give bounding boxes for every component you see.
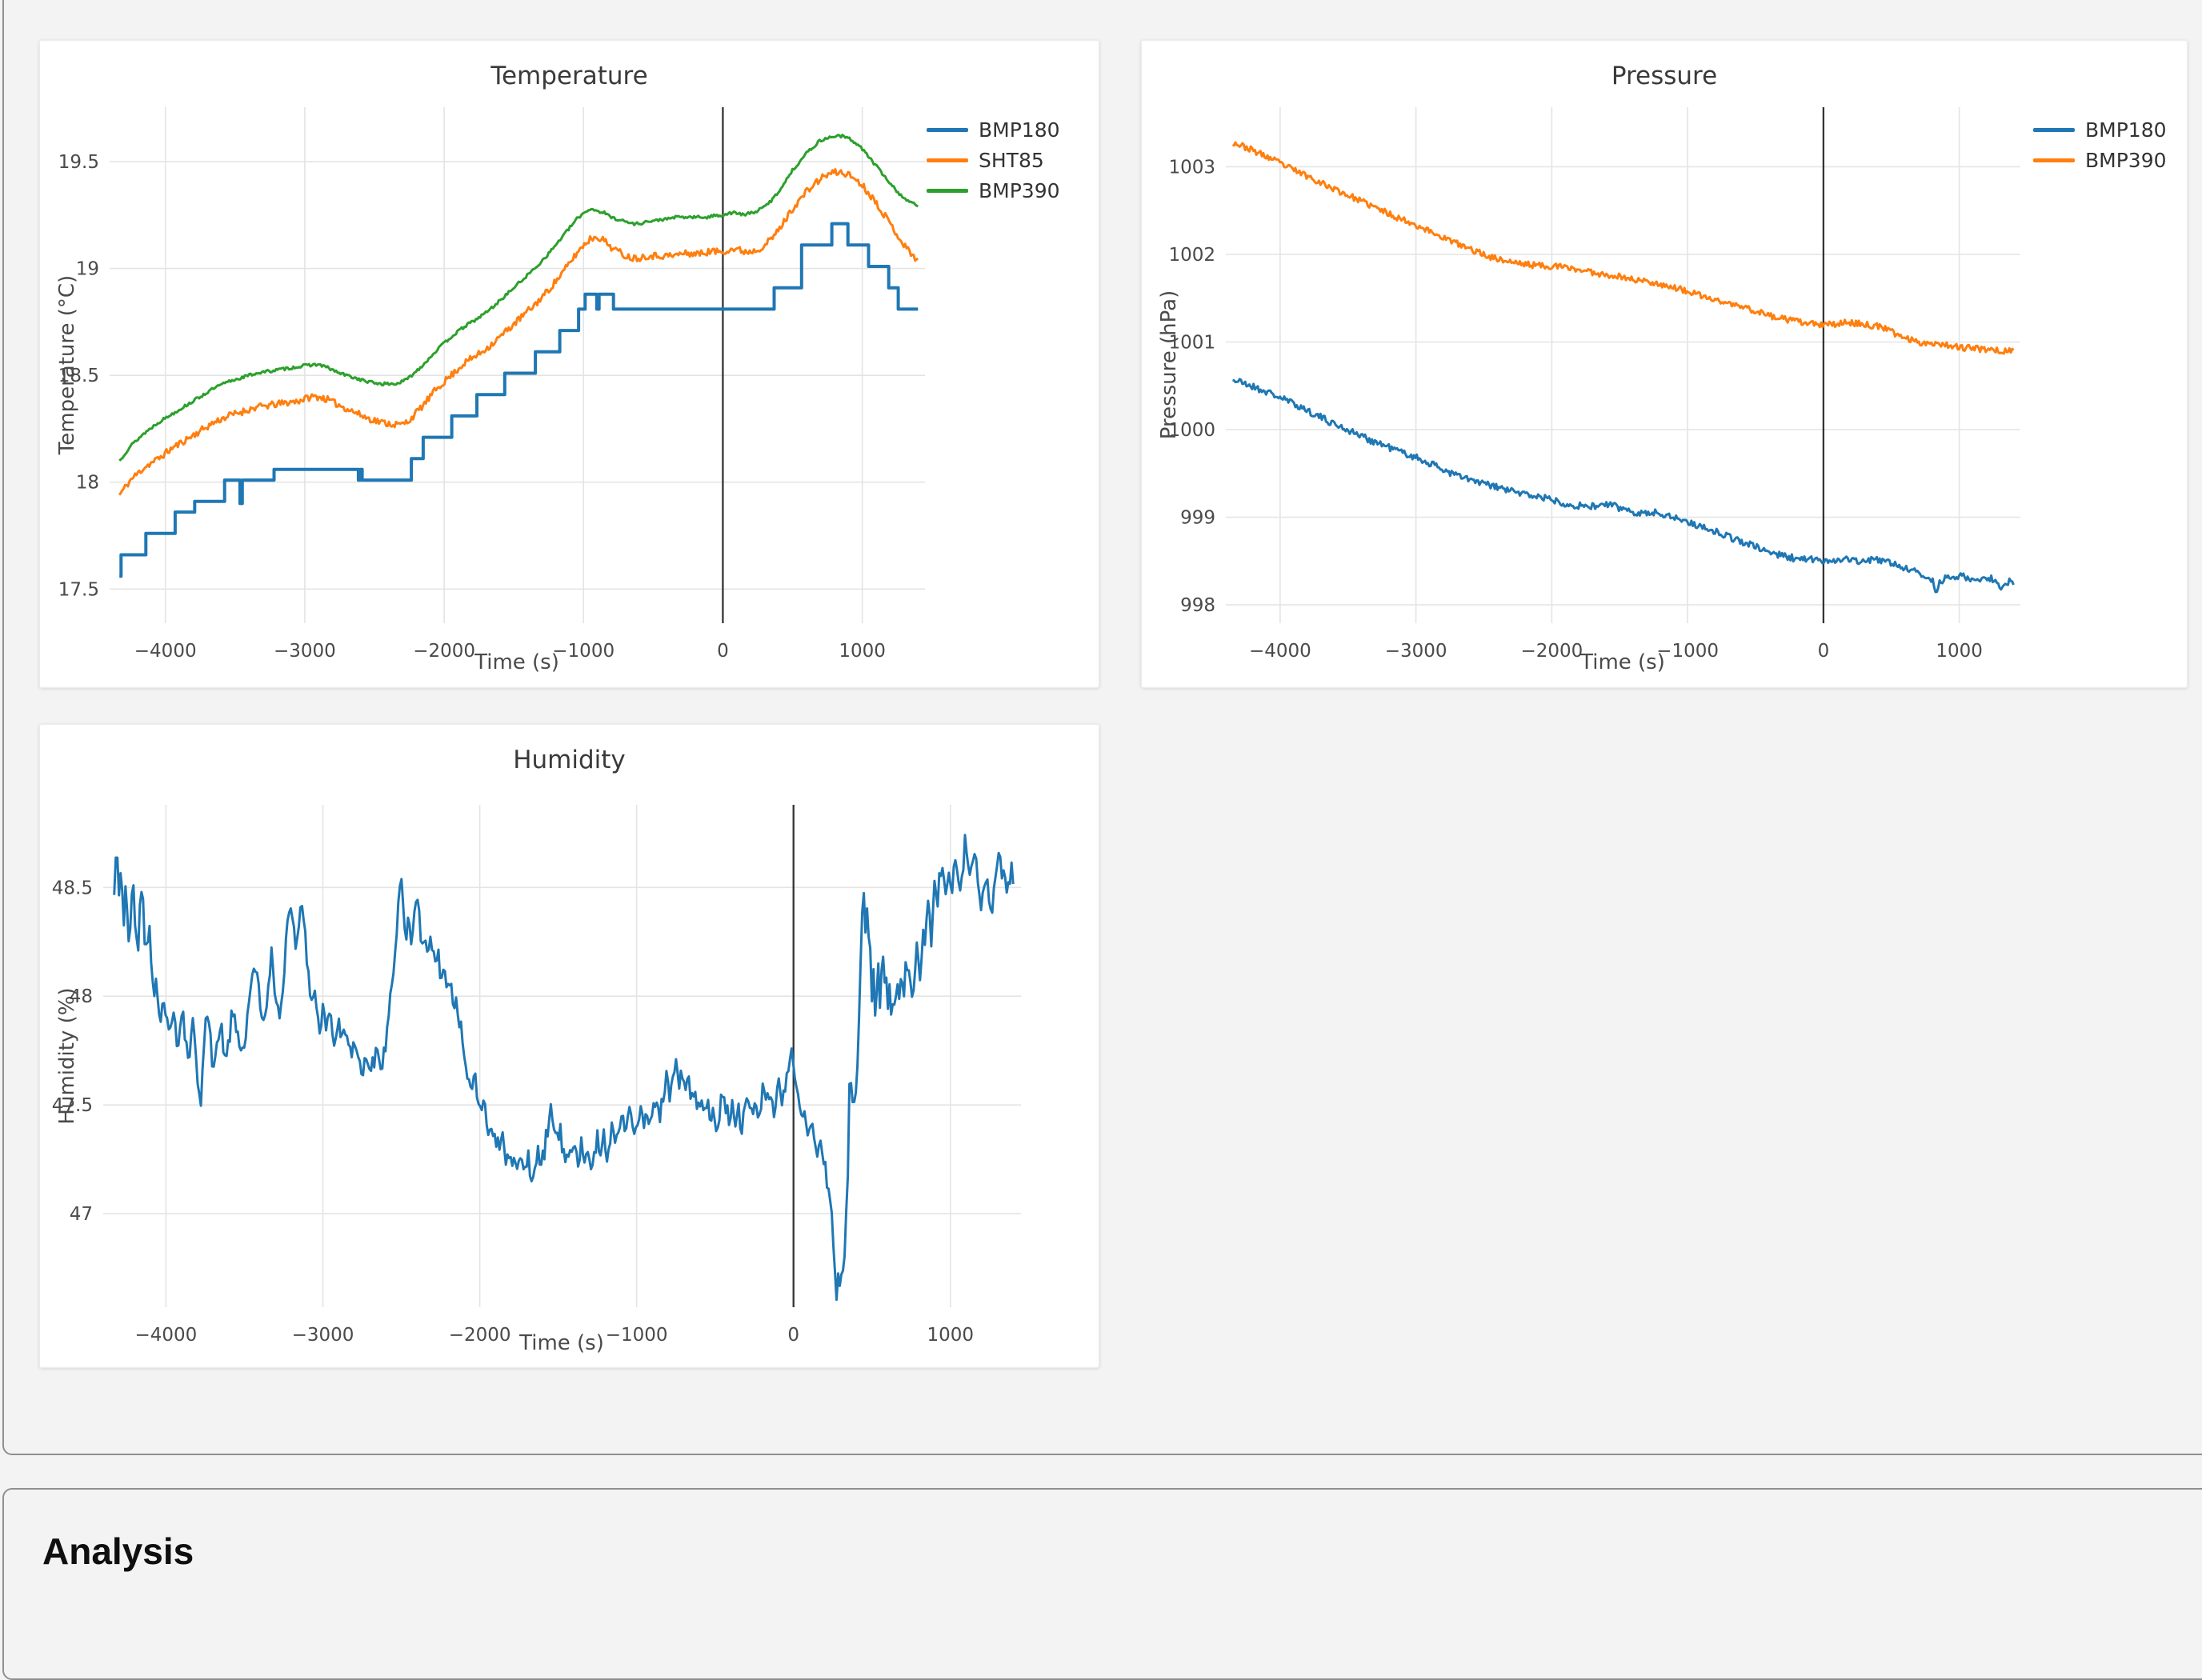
x-tick-label: −4000 [1249,641,1311,662]
series-BMP390 [118,134,919,462]
x-tick-label: 0 [787,1325,799,1346]
legend-label: BMP390 [2085,149,2167,172]
x-tick-label: 0 [1818,641,1830,662]
chart-title: Humidity [513,746,626,774]
y-tick-label: 18 [76,473,99,494]
legend-label: BMP180 [979,118,1060,142]
chart-title: Pressure [1611,62,1718,90]
analysis-panel: Analysis [2,1488,2202,1680]
charts-panel: Temperature Temperature (°C) 17.5 18 18.5 1… [2,0,2202,1455]
y-tick-label: 47 [70,1204,93,1225]
humidity-chart-card: Humidity Humidity (%) 47 47.5 48 48.5 −4000−… [39,724,1099,1368]
pressure-plot-canvas: 998 999 1000 1001 1002 1003 −4000 −3000 −2000 −10… [1168,107,2020,662]
x-tick-label: −3000 [1385,641,1447,662]
chart-title: Temperature [490,62,648,90]
x-tick-label: −2000 [413,641,475,662]
y-tick-label: 19.5 [58,152,99,173]
x-tick-label: −1000 [1656,641,1719,662]
x-tick-label: 1000 [927,1325,975,1346]
y-tick-label: 1003 [1168,158,1215,178]
pressure-chart-card: Pressure Pressure (hPa) 998 999 1000 1001 10… [1141,40,2188,688]
x-tick-label: −1000 [552,641,615,662]
x-axis-label: Time (s) [1580,650,1665,674]
series-BMP180 [1232,378,2015,594]
y-tick-label: 1001 [1168,333,1215,354]
y-tick-label: 17.5 [58,579,99,600]
x-tick-label: −1000 [606,1325,668,1346]
legend-swatch-icon [927,128,968,132]
legend-label: BMP180 [2085,118,2167,142]
legend-item: BMP390 [2033,150,2167,170]
legend-swatch-icon [927,189,968,193]
x-axis-label: Time (s) [519,1331,604,1355]
y-tick-label: 999 [1180,508,1215,529]
legend: BMP180 SHT85 BMP390 [927,120,1060,201]
humidity-plot-canvas: 47 47.5 48 48.5 −4000 −3000 −2000 −1000 0 1000 [52,805,1021,1346]
y-tick-label: 1002 [1168,245,1215,266]
legend-item: BMP180 [927,120,1060,140]
x-tick-label: −4000 [134,1325,197,1346]
y-tick-label: 18.5 [58,366,99,386]
x-tick-label: 0 [717,641,729,662]
series-BMP180 [119,222,919,578]
x-tick-label: −2000 [1520,641,1583,662]
series-SHT85 humidity [113,834,1015,1302]
legend-swatch-icon [2033,128,2075,132]
legend-swatch-icon [2033,158,2075,162]
x-tick-label: 1000 [1936,641,1983,662]
y-tick-label: 47.5 [52,1095,93,1116]
y-tick-label: 48.5 [52,878,93,898]
y-tick-label: 48 [70,986,93,1007]
x-tick-label: −2000 [449,1325,511,1346]
legend-item: BMP180 [2033,120,2167,140]
x-tick-label: 1000 [839,641,886,662]
temperature-chart-card: Temperature Temperature (°C) 17.5 18 18.5 1… [39,40,1099,688]
analysis-heading: Analysis [42,1530,194,1572]
temperature-plot-canvas: 17.5 18 18.5 19 19.5 −4000 −3000 −2000 −1000 0 100… [58,107,925,662]
y-tick-label: 19 [76,259,99,280]
legend-label: BMP390 [979,179,1060,202]
x-tick-label: −4000 [134,641,197,662]
x-tick-label: −3000 [274,641,336,662]
legend-item: SHT85 [927,150,1060,170]
x-axis-label: Time (s) [474,650,559,674]
x-tick-label: −3000 [292,1325,354,1346]
y-tick-label: 998 [1180,595,1215,616]
legend-item: BMP390 [927,181,1060,201]
legend: BMP180 BMP390 [2033,120,2167,170]
series-SHT85 [118,168,919,496]
legend-swatch-icon [927,158,968,162]
y-tick-label: 1000 [1168,420,1215,441]
series-BMP390 [1231,141,2015,355]
legend-label: SHT85 [979,149,1044,172]
